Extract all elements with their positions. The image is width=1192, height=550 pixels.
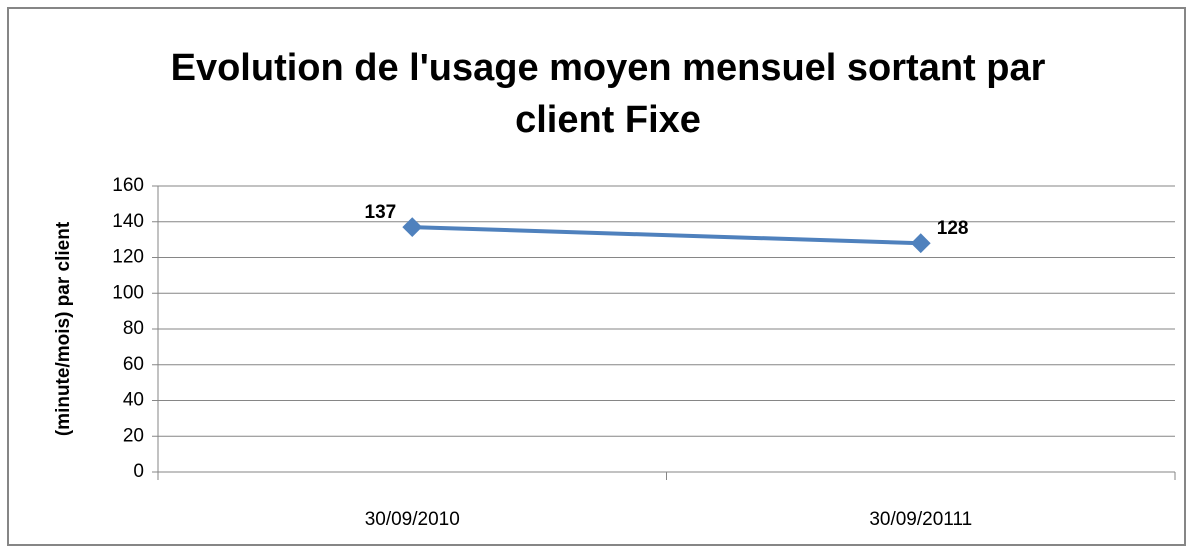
- y-tick-label: 120: [112, 247, 144, 268]
- data-label: 137: [365, 202, 397, 223]
- y-tick-label: 140: [112, 211, 144, 232]
- y-tick-label: 160: [112, 175, 144, 196]
- data-label: 128: [937, 218, 969, 239]
- y-tick-label: 20: [123, 425, 144, 446]
- y-tick-label: 100: [112, 282, 144, 303]
- y-tick-label: 40: [123, 390, 144, 411]
- y-axis-label: (minute/mois) par client: [53, 221, 74, 436]
- chart-border: [7, 7, 1186, 546]
- y-tick-label: 60: [123, 354, 144, 375]
- y-tick-label: 0: [133, 461, 144, 482]
- y-tick-label: 80: [123, 318, 144, 339]
- line: [412, 225, 921, 246]
- x-tick-label: 30/09/20111: [869, 509, 972, 530]
- marker: [402, 217, 423, 238]
- chart-title: Evolution de l'usage moyen mensuel sorta…: [170, 47, 1046, 141]
- x-tick-label: 30/09/2010: [365, 509, 460, 530]
